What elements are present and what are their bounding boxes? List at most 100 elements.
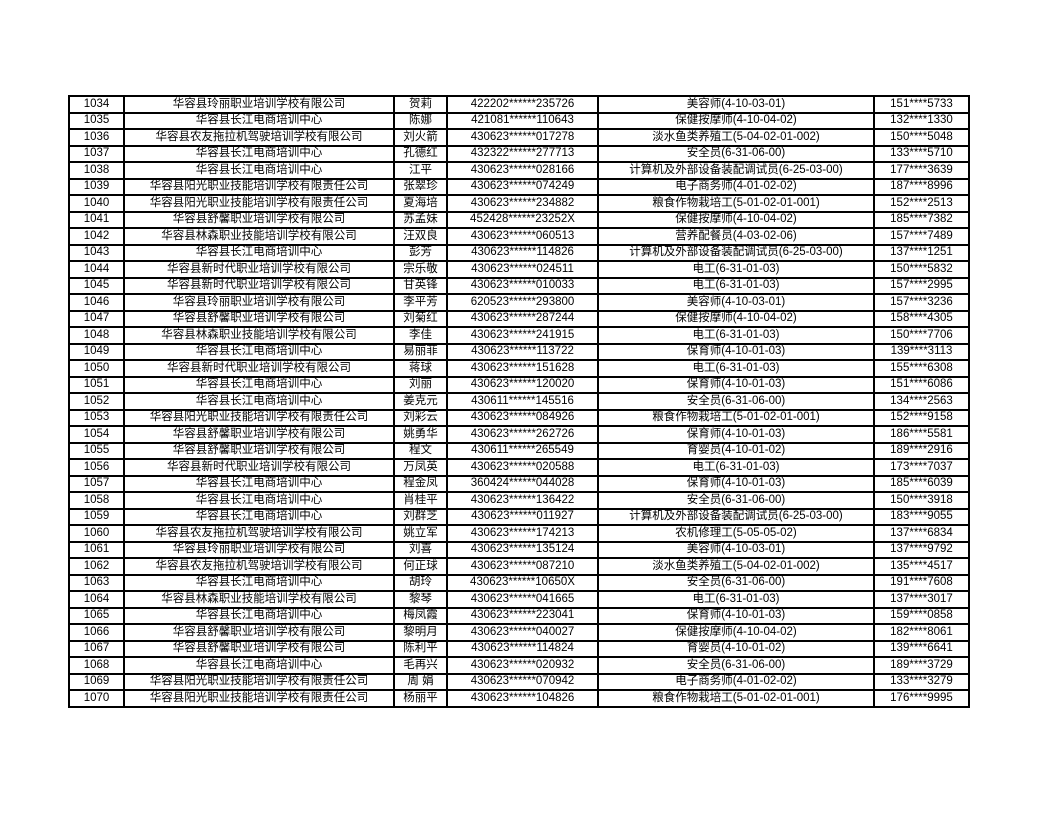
row-number: 1052 [68, 392, 125, 411]
training-school: 华容县舒馨职业培训学校有限公司 [123, 425, 395, 444]
row-number: 1067 [68, 639, 125, 658]
person-name: 苏孟妹 [393, 210, 448, 229]
table-row: 1034 华容县玲丽职业培训学校有限公司 贺莉 422202******235726 美… [68, 95, 970, 114]
table-row: 1058 华容县长江电商培训中心 肖桂平 430623******136422 安全员(… [68, 491, 970, 510]
row-number: 1034 [68, 95, 125, 114]
training-school: 华容县林森职业技能培训学校有限公司 [123, 326, 395, 345]
phone-number: 189****3729 [873, 656, 970, 675]
row-number: 1068 [68, 656, 125, 675]
row-number: 1066 [68, 623, 125, 642]
occupation-code: 育婴员(4-10-01-02) [597, 639, 875, 658]
person-name: 甘英锋 [393, 276, 448, 295]
id-number: 430623******011927 [446, 507, 599, 526]
training-school: 华容县阳光职业技能培训学校有限责任公司 [123, 194, 395, 213]
occupation-code: 保育师(4-10-01-03) [597, 425, 875, 444]
person-name: 刘群芝 [393, 507, 448, 526]
phone-number: 139****3113 [873, 342, 970, 361]
table-row: 1049 华容县长江电商培训中心 易丽菲 430623******113722 保育师(… [68, 342, 970, 361]
person-name: 姜克元 [393, 392, 448, 411]
phone-number: 185****6039 [873, 474, 970, 493]
row-number: 1036 [68, 128, 125, 147]
table-row: 1070 华容县阳光职业技能培训学校有限责任公司 杨丽平 430623******10… [68, 689, 970, 708]
training-school: 华容县阳光职业技能培训学校有限责任公司 [123, 408, 395, 427]
row-number: 1043 [68, 243, 125, 262]
table-row: 1053 华容县阳光职业技能培训学校有限责任公司 刘彩云 430623******08… [68, 408, 970, 427]
occupation-code: 保育师(4-10-01-03) [597, 375, 875, 394]
training-school: 华容县农友拖拉机驾驶培训学校有限公司 [123, 128, 395, 147]
occupation-code: 电工(6-31-01-03) [597, 590, 875, 609]
person-name: 程金凤 [393, 474, 448, 493]
occupation-code: 粮食作物栽培工(5-01-02-01-001) [597, 408, 875, 427]
occupation-code: 安全员(6-31-06-00) [597, 144, 875, 163]
table-row: 1054 华容县舒馨职业培训学校有限公司 姚勇华 430623******262726… [68, 425, 970, 444]
id-number: 430623******241915 [446, 326, 599, 345]
table-row: 1055 华容县舒馨职业培训学校有限公司 程文 430611******265549 育… [68, 441, 970, 460]
person-name: 杨丽平 [393, 689, 448, 708]
person-name: 胡玲 [393, 573, 448, 592]
id-number: 430623******287244 [446, 309, 599, 328]
training-school: 华容县农友拖拉机驾驶培训学校有限公司 [123, 524, 395, 543]
row-number: 1042 [68, 227, 125, 246]
person-name: 张翠珍 [393, 177, 448, 196]
person-name: 彭芳 [393, 243, 448, 262]
id-number: 430623******028166 [446, 161, 599, 180]
occupation-code: 保育师(4-10-01-03) [597, 606, 875, 625]
table-row: 1042 华容县林森职业技能培训学校有限公司 汪双良 430623******0605… [68, 227, 970, 246]
occupation-code: 安全员(6-31-06-00) [597, 392, 875, 411]
training-school: 华容县长江电商培训中心 [123, 656, 395, 675]
occupation-code: 计算机及外部设备装配调试员(6-25-03-00) [597, 243, 875, 262]
id-number: 430623******041665 [446, 590, 599, 609]
id-number: 430623******151628 [446, 359, 599, 378]
row-number: 1041 [68, 210, 125, 229]
occupation-code: 计算机及外部设备装配调试员(6-25-03-00) [597, 507, 875, 526]
id-number: 430623******070942 [446, 672, 599, 691]
training-school: 华容县长江电商培训中心 [123, 243, 395, 262]
person-name: 刘彩云 [393, 408, 448, 427]
person-name: 万凤英 [393, 458, 448, 477]
table-row: 1038 华容县长江电商培训中心 江平 430623******028166 计算机及外… [68, 161, 970, 180]
training-school: 华容县长江电商培训中心 [123, 491, 395, 510]
phone-number: 137****9792 [873, 540, 970, 559]
id-number: 430623******024511 [446, 260, 599, 279]
occupation-code: 保健按摩师(4-10-04-02) [597, 210, 875, 229]
training-school: 华容县玲丽职业培训学校有限公司 [123, 540, 395, 559]
table-row: 1047 华容县舒馨职业培训学校有限公司 刘菊红 430623******287244… [68, 309, 970, 328]
table-row: 1039 华容县阳光职业技能培训学校有限责任公司 张翠珍 430623******07… [68, 177, 970, 196]
id-number: 360424******044028 [446, 474, 599, 493]
table-row: 1040 华容县阳光职业技能培训学校有限责任公司 夏海培 430623******23… [68, 194, 970, 213]
id-number: 422202******235726 [446, 95, 599, 114]
row-number: 1069 [68, 672, 125, 691]
table-row: 1044 华容县新时代职业培训学校有限公司 宗乐敬 430623******02451… [68, 260, 970, 279]
phone-number: 152****9158 [873, 408, 970, 427]
table-row: 1048 华容县林森职业技能培训学校有限公司 李佳 430623******24191… [68, 326, 970, 345]
training-school: 华容县舒馨职业培训学校有限公司 [123, 441, 395, 460]
id-number: 430623******060513 [446, 227, 599, 246]
table-row: 1036 华容县农友拖拉机驾驶培训学校有限公司 刘火箭 430623******017… [68, 128, 970, 147]
table-row: 1067 华容县舒馨职业培训学校有限公司 陈利平 430623******114824… [68, 639, 970, 658]
occupation-code: 电子商务师(4-01-02-02) [597, 672, 875, 691]
phone-number: 150****5048 [873, 128, 970, 147]
phone-number: 157****2995 [873, 276, 970, 295]
person-name: 刘火箭 [393, 128, 448, 147]
person-name: 易丽菲 [393, 342, 448, 361]
occupation-code: 安全员(6-31-06-00) [597, 491, 875, 510]
person-name: 何正球 [393, 557, 448, 576]
occupation-code: 淡水鱼类养殖工(5-04-02-01-002) [597, 128, 875, 147]
id-number: 430623******020932 [446, 656, 599, 675]
id-number: 432322******277713 [446, 144, 599, 163]
table-row: 1043 华容县长江电商培训中心 彭芳 430623******114826 计算机及外… [68, 243, 970, 262]
occupation-code: 育婴员(4-10-01-02) [597, 441, 875, 460]
phone-number: 150****5832 [873, 260, 970, 279]
id-number: 430623******223041 [446, 606, 599, 625]
row-number: 1057 [68, 474, 125, 493]
row-number: 1037 [68, 144, 125, 163]
table-row: 1061 华容县玲丽职业培训学校有限公司 刘喜 430623******135124 美… [68, 540, 970, 559]
training-school: 华容县新时代职业培训学校有限公司 [123, 359, 395, 378]
table-row: 1037 华容县长江电商培训中心 孔德红 432322******277713 安全员(… [68, 144, 970, 163]
occupation-code: 安全员(6-31-06-00) [597, 656, 875, 675]
row-number: 1050 [68, 359, 125, 378]
occupation-code: 粮食作物栽培工(5-01-02-01-001) [597, 689, 875, 708]
table-row: 1063 华容县长江电商培训中心 胡玲 430623******10650X 安全员(6… [68, 573, 970, 592]
occupation-code: 保健按摩师(4-10-04-02) [597, 623, 875, 642]
phone-number: 158****4305 [873, 309, 970, 328]
